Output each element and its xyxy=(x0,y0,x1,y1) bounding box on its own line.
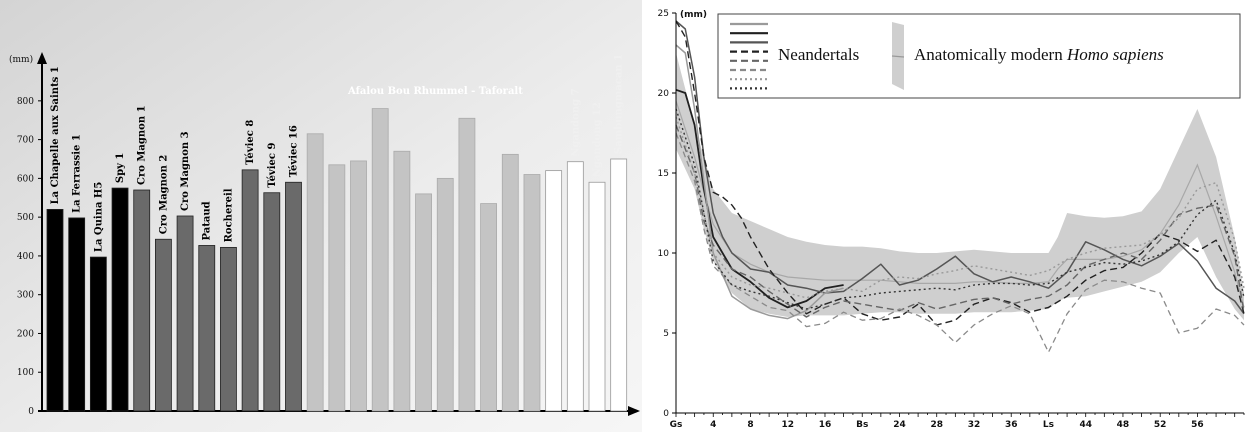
bar-epipaleolithic xyxy=(501,153,519,412)
bar-category-label: Téviec 16 xyxy=(288,125,299,177)
bar-epipaleolithic xyxy=(371,108,389,412)
x-tick-label: 32 xyxy=(968,420,981,430)
legend-swatch-modern-mean xyxy=(891,55,905,58)
y-tick-label: 5 xyxy=(663,329,669,339)
y-axis-unit-label: (mm) xyxy=(680,10,707,20)
line-chart-panel: 0 5 10 15 20 25 (mm) Gs 4 8 12 16 Bs 24 28 32 36 Ls 44 48 52… xyxy=(642,0,1247,432)
legend-label-neandertals: Neandertals xyxy=(778,45,859,64)
bar-category-label: Pataud xyxy=(202,201,213,240)
x-tick-label: Bs xyxy=(856,420,868,430)
bar-category-label: Spy 1 xyxy=(115,153,126,183)
bar-epipaleolithic xyxy=(458,117,476,412)
bar-neandertal xyxy=(89,256,107,412)
x-tick-label: 12 xyxy=(781,420,794,430)
y-tick-label: 400 xyxy=(17,252,34,262)
bar-epipaleolithic xyxy=(523,174,541,412)
y-tick-label: 0 xyxy=(663,409,669,419)
y-tick-label: 300 xyxy=(17,291,34,301)
legend-label-modern-species: Homo sapiens xyxy=(1066,45,1164,64)
y-tick-label: 20 xyxy=(658,89,670,99)
y-tick-label: 700 xyxy=(17,136,34,146)
x-tick-label: 52 xyxy=(1154,420,1167,430)
bar-epipaleolithic xyxy=(328,164,346,412)
legend-box xyxy=(717,13,1241,99)
x-tick-label: 24 xyxy=(893,420,906,430)
bar-upper-paleolithic xyxy=(198,245,216,412)
legend: Neandertals Anatomically modern Homo sapi… xyxy=(717,13,1241,99)
bar-category-label: Cro Magnon 3 xyxy=(180,131,191,211)
bar-category-label: Sambungmacan 1 xyxy=(614,54,625,154)
modern-human-mean-line xyxy=(675,100,1245,308)
bar-upper-paleolithic xyxy=(220,246,237,412)
bar-category-label: Rochereil xyxy=(223,188,234,242)
x-tick-label: 48 xyxy=(1117,420,1130,430)
x-tick-label: Gs xyxy=(670,420,683,430)
bar-upper-paleolithic xyxy=(133,189,151,412)
bar-epipaleolithic xyxy=(480,203,498,412)
bar-homo-erectus xyxy=(566,161,584,412)
bar-category-label: Téviec 9 xyxy=(267,143,278,188)
y-tick-label: 10 xyxy=(658,249,670,259)
modern-human-range-band xyxy=(676,53,1244,321)
bar-homo-erectus xyxy=(545,170,563,412)
group-label-afalou: Afalou Bou Rhummel - Taforalt xyxy=(347,86,523,97)
bar-neandertal xyxy=(111,187,129,412)
bar-upper-paleolithic xyxy=(285,181,302,412)
neandertal-series-dot-dark xyxy=(675,108,1245,310)
bar-chart-panel: (mm) 0 100 200 300 400 500 600 700 800 La Chapelle… xyxy=(0,0,642,432)
bar-epipaleolithic xyxy=(415,193,432,412)
neandertal-series-dash-light xyxy=(675,132,1245,353)
bar-neandertal xyxy=(46,208,64,412)
y-tick-label: 500 xyxy=(17,213,34,223)
bar-homo-erectus xyxy=(588,181,606,412)
bar-category-label: Ngandong 12 xyxy=(592,102,603,177)
x-tick-label: 16 xyxy=(819,420,832,430)
bar-category-label: Cro Magnon 2 xyxy=(158,155,169,235)
y-tick-label: 0 xyxy=(28,407,34,417)
y-tick-label: 25 xyxy=(658,9,669,19)
x-tick-label: 8 xyxy=(747,420,753,430)
bar-upper-paleolithic xyxy=(154,238,172,412)
y-axis-unit-label: (mm) xyxy=(9,54,33,65)
legend-label-modern: Anatomically modern Homo sapiens xyxy=(914,45,1164,64)
y-tick-label: 15 xyxy=(658,169,669,179)
x-tick-label: Ls xyxy=(1043,420,1054,430)
x-tick-label: 44 xyxy=(1079,420,1092,430)
bar-category-label: La Ferrassie 1 xyxy=(72,134,83,213)
bar-epipaleolithic xyxy=(306,133,324,412)
bar-epipaleolithic xyxy=(393,150,411,412)
neandertal-series-solid-mid xyxy=(675,20,1245,315)
x-tick-label: 4 xyxy=(710,420,716,430)
x-tick-label: 28 xyxy=(930,420,943,430)
bar-category-label: Téviec 8 xyxy=(245,120,256,165)
y-tick-label: 600 xyxy=(17,174,34,184)
bar-neandertal xyxy=(68,217,86,412)
bar-category-label: La Quina H5 xyxy=(93,182,104,252)
bar-category-label: Cro Magnon 1 xyxy=(137,105,148,185)
bar-upper-paleolithic xyxy=(263,192,281,412)
neandertal-series-solid-dark xyxy=(675,88,844,309)
bar-homo-erectus xyxy=(610,158,628,412)
bar-epipaleolithic xyxy=(436,177,454,412)
bar-epipaleolithic xyxy=(350,160,367,412)
x-tick-label: 56 xyxy=(1191,420,1204,430)
neandertal-series-solid-light xyxy=(675,44,844,320)
y-tick-label: 100 xyxy=(17,368,34,378)
y-axis-arrow xyxy=(37,52,47,64)
bar-upper-paleolithic xyxy=(176,215,194,412)
bar-category-label: Ngandong 7 xyxy=(570,88,581,156)
y-tick-label: 200 xyxy=(17,329,34,339)
neandertal-series-dash-mid xyxy=(675,124,1245,318)
x-axis-arrow xyxy=(628,406,640,416)
y-tick-label: 800 xyxy=(17,97,34,107)
bar-category-label: La Chapelle aux Saints 1 xyxy=(50,66,61,204)
bar-chart: (mm) 0 100 200 300 400 500 600 700 800 La Chapelle… xyxy=(0,0,642,432)
legend-label-modern-prefix: Anatomically modern xyxy=(914,45,1067,64)
bar-upper-paleolithic xyxy=(241,169,259,412)
x-tick-label: 36 xyxy=(1005,420,1018,430)
